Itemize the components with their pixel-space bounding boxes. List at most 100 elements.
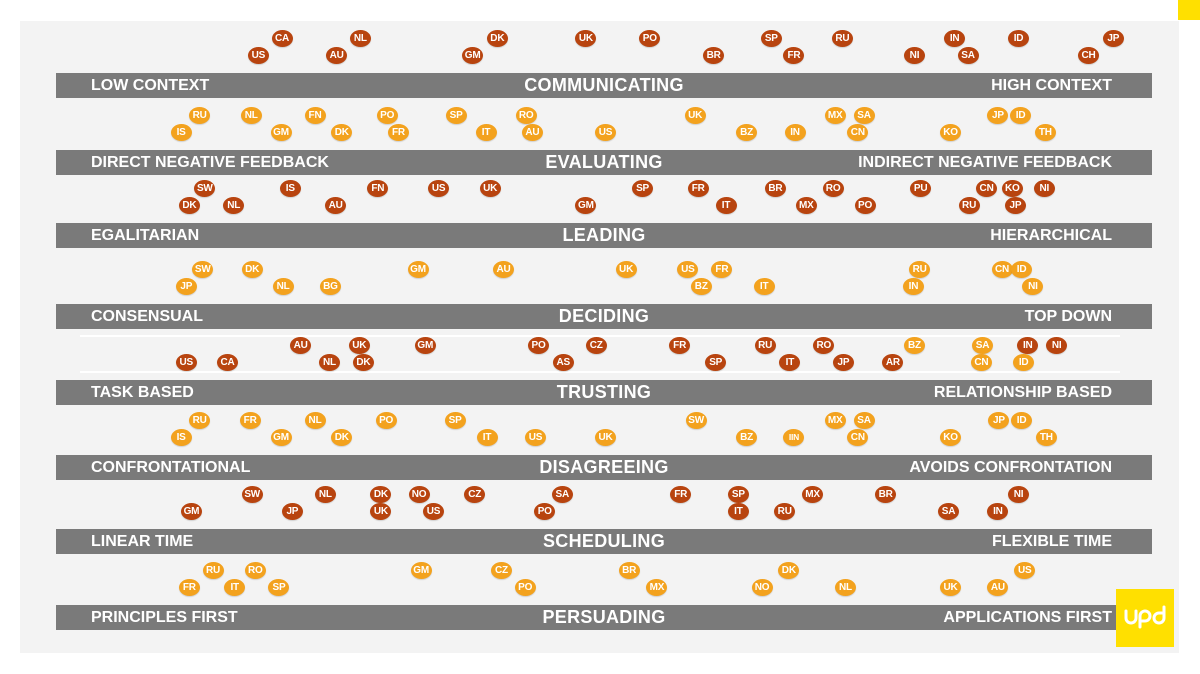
country-marker: SP — [760, 30, 782, 47]
country-marker: BR — [875, 486, 897, 503]
scale-left-label: LINEAR TIME — [91, 533, 194, 550]
country-marker: CZ — [490, 562, 512, 579]
country-marker: NL — [314, 486, 336, 503]
country-marker: CN — [847, 429, 869, 446]
country-marker: CN — [847, 124, 869, 141]
country-marker: CZ — [585, 337, 607, 354]
country-marker: UK — [940, 579, 962, 596]
country-marker: SA — [551, 486, 573, 503]
country-marker: PO — [639, 30, 661, 47]
country-marker: KO — [1001, 180, 1023, 197]
scale-right-label: FLEXIBLE TIME — [992, 533, 1112, 550]
country-marker: UK — [594, 429, 616, 446]
country-marker: RU — [774, 503, 796, 520]
country-marker: BR — [618, 562, 640, 579]
country-marker: DK — [331, 429, 353, 446]
country-marker: ID — [1011, 412, 1033, 429]
country-marker: AS — [552, 354, 574, 371]
country-marker: IS — [170, 124, 192, 141]
country-marker: NI — [1022, 278, 1044, 295]
country-marker: MX — [795, 197, 817, 214]
country-marker: DK — [778, 562, 800, 579]
country-marker: BZ — [736, 429, 758, 446]
country-marker: SW — [685, 412, 707, 429]
scale-left-label: EGALITARIAN — [91, 227, 200, 244]
scale-title: PERSUADING — [542, 607, 666, 627]
scale-title: LEADING — [562, 225, 646, 245]
country-marker: NL — [223, 197, 245, 214]
country-marker: SA — [971, 337, 993, 354]
scale-right-label: HIERARCHICAL — [990, 227, 1112, 244]
country-marker: IT — [476, 429, 498, 446]
country-marker: UK — [479, 180, 501, 197]
country-marker: US — [594, 124, 616, 141]
country-marker: SP — [632, 180, 654, 197]
country-marker: IN — [1017, 337, 1039, 354]
country-marker: GM — [407, 261, 429, 278]
scale-bar-leading: EGALITARIAN LEADING HIERARCHICAL — [56, 223, 1152, 248]
country-marker: JP — [987, 107, 1009, 124]
country-marker: NO — [751, 579, 773, 596]
country-marker: DK — [352, 354, 374, 371]
country-marker: UK — [684, 107, 706, 124]
scale-left-label: LOW CONTEXT — [91, 77, 210, 94]
scale-title: SCHEDULING — [542, 531, 666, 551]
country-marker: GM — [270, 429, 292, 446]
country-marker: SP — [705, 354, 727, 371]
country-marker: RO — [813, 337, 835, 354]
country-marker: PO — [528, 337, 550, 354]
country-marker: MX — [802, 486, 824, 503]
scale-left-label: DIRECT NEGATIVE FEEDBACK — [91, 154, 329, 171]
country-marker: ID — [1011, 261, 1033, 278]
country-marker: IS — [170, 429, 192, 446]
country-marker: GM — [414, 337, 436, 354]
country-marker: CH — [1078, 47, 1100, 64]
country-marker: IT — [753, 278, 775, 295]
country-marker: MX — [646, 579, 668, 596]
culture-map-panel: LOW CONTEXT COMMUNICATING HIGH CONTEXT CA US… — [20, 21, 1179, 653]
country-marker: SA — [957, 47, 979, 64]
country-marker: BZ — [736, 124, 758, 141]
scale-bar-disagreeing: CONFRONTATIONAL DISAGREEING AVOIDS CONFRON… — [56, 455, 1152, 480]
country-marker: FR — [783, 47, 805, 64]
country-marker: BR — [703, 47, 725, 64]
country-marker: RU — [831, 30, 853, 47]
country-marker: US — [422, 503, 444, 520]
country-marker: IN — [902, 278, 924, 295]
scale-title: COMMUNICATING — [524, 75, 684, 95]
country-marker: FN — [367, 180, 389, 197]
country-marker: FN — [304, 107, 326, 124]
country-marker: JP — [281, 503, 303, 520]
country-marker: IT — [715, 197, 737, 214]
country-marker: ID — [1013, 354, 1035, 371]
country-marker: NL — [272, 278, 294, 295]
scale-bar-communicating: LOW CONTEXT COMMUNICATING HIGH CONTEXT — [56, 73, 1152, 98]
country-marker: NI — [903, 47, 925, 64]
country-marker: IT — [727, 503, 749, 520]
country-marker: US — [1014, 562, 1036, 579]
upd-logo-mark — [1124, 605, 1166, 629]
country-marker: JP — [988, 412, 1010, 429]
country-marker: US — [428, 180, 450, 197]
country-marker: RU — [909, 261, 931, 278]
country-marker: NO — [408, 486, 430, 503]
country-marker: KO — [940, 124, 962, 141]
country-marker: SA — [937, 503, 959, 520]
country-marker: FR — [178, 579, 200, 596]
country-marker: JP — [1004, 197, 1026, 214]
country-marker: FR — [669, 337, 691, 354]
country-marker: RU — [189, 107, 211, 124]
country-marker: MX — [824, 107, 846, 124]
country-marker: DK — [370, 486, 392, 503]
country-marker: GM — [270, 124, 292, 141]
country-marker: GM — [462, 47, 484, 64]
country-marker: NI — [1008, 486, 1030, 503]
country-marker: US — [247, 47, 269, 64]
country-marker: GM — [575, 197, 597, 214]
country-marker: SW — [192, 261, 214, 278]
country-marker: NI — [1033, 180, 1055, 197]
country-marker: SP — [444, 412, 466, 429]
country-marker: FR — [711, 261, 733, 278]
divider-line — [80, 335, 1120, 337]
country-marker: FR — [687, 180, 709, 197]
